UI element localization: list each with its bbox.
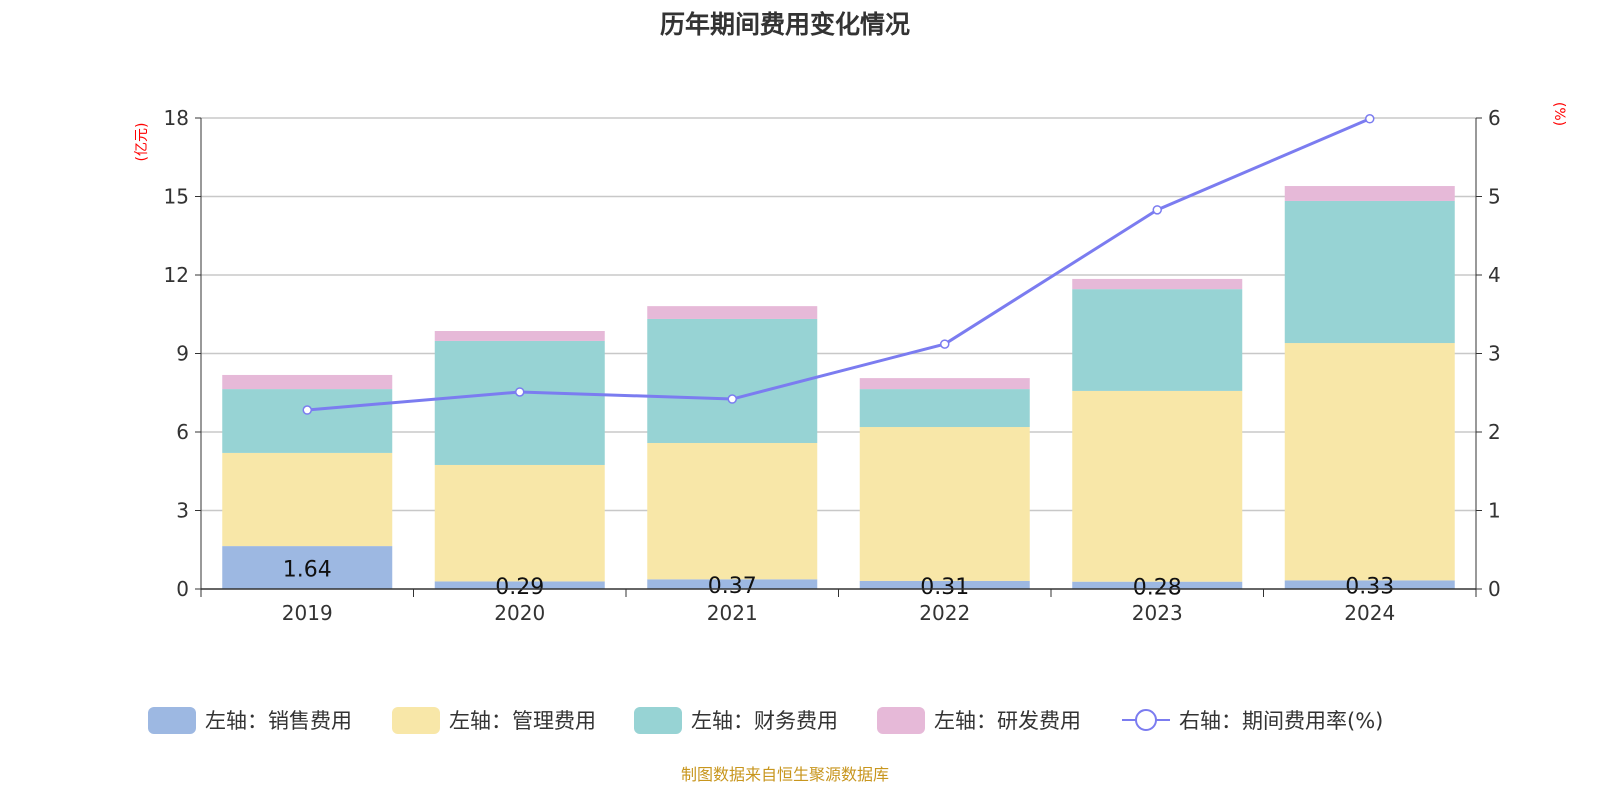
left-tick-label: 6 [176,420,189,444]
rate-point [1152,205,1162,215]
right-tick-label: 1 [1488,499,1501,523]
bar-segment [1284,186,1455,201]
legend-label: 左轴：管理费用 [449,709,596,733]
x-tick-label: 2023 [1132,601,1183,625]
rate-point [515,387,525,397]
bar-data-label: 1.64 [283,558,332,583]
bar-segment [222,374,393,390]
right-tick-label: 5 [1488,185,1501,209]
x-tick-label: 2022 [919,601,970,625]
bar-segment [1284,580,1455,589]
left-tick-label: 15 [164,185,189,209]
bar-segment [1072,390,1243,582]
right-tick-label: 0 [1488,577,1501,601]
bar-segment [222,452,393,547]
legend-label: 右轴：期间费用率(%) [1179,709,1383,733]
legend-marker-icon [1135,709,1157,731]
bar-data-label: 0.29 [495,575,544,600]
legend-label: 左轴：研发费用 [934,709,1081,733]
left-tick-label: 3 [176,499,189,523]
bar-data-label: 0.28 [1133,575,1182,600]
bar-segment [434,330,605,341]
legend-swatch [877,707,925,734]
bar-segment [222,546,393,589]
bar-segment [859,378,1030,390]
legend-swatch [148,707,196,734]
x-tick-label: 2021 [707,601,758,625]
right-tick-label: 2 [1488,420,1501,444]
right-tick-label: 6 [1488,106,1501,130]
bar-segment [1072,581,1243,589]
left-axis-unit: (亿元) [134,123,150,162]
bar-segment [647,442,818,580]
rate-line [307,117,1371,412]
rate-point [1365,114,1375,124]
legend-label: 左轴：销售费用 [205,709,352,733]
left-tick-label: 0 [176,577,189,601]
legend-swatch [392,707,440,734]
bar-segment [1072,289,1243,391]
bar-segment [647,579,818,589]
left-tick-label: 18 [164,106,189,130]
bar-data-label: 0.37 [708,574,757,599]
bar-data-label: 0.33 [1345,575,1394,600]
left-tick-label: 9 [176,342,189,366]
bar-data-label: 0.31 [920,575,969,600]
right-tick-label: 3 [1488,342,1501,366]
bar-segment [1072,278,1243,290]
right-axis-unit: (%) [1551,102,1567,126]
bar-segment [859,427,1030,581]
source-note: 制图数据来自恒生聚源数据库 [681,765,889,784]
right-tick-label: 4 [1488,263,1501,287]
legend-label: 左轴：财务费用 [691,709,838,733]
bar-segment [859,389,1030,428]
bar-segment [1284,343,1455,581]
legend-swatch [634,707,682,734]
bar-segment [647,306,818,319]
bar-segment [859,580,1030,589]
left-tick-label: 12 [164,263,189,287]
x-tick-label: 2024 [1344,601,1395,625]
x-tick-label: 2020 [494,601,545,625]
bar-segment [222,389,393,453]
bar-segment [1284,200,1455,344]
rate-point [302,405,312,415]
bar-segment [434,340,605,465]
rate-point [727,394,737,404]
bar-segment [647,318,818,443]
chart-title: 历年期间费用变化情况 [660,10,910,39]
rate-point [940,339,950,349]
bar-segment [434,464,605,582]
x-tick-label: 2019 [282,601,333,625]
bar-segment [434,581,605,589]
